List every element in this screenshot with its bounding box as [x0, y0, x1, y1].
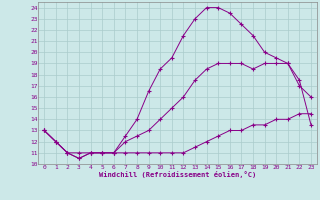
X-axis label: Windchill (Refroidissement éolien,°C): Windchill (Refroidissement éolien,°C) — [99, 171, 256, 178]
